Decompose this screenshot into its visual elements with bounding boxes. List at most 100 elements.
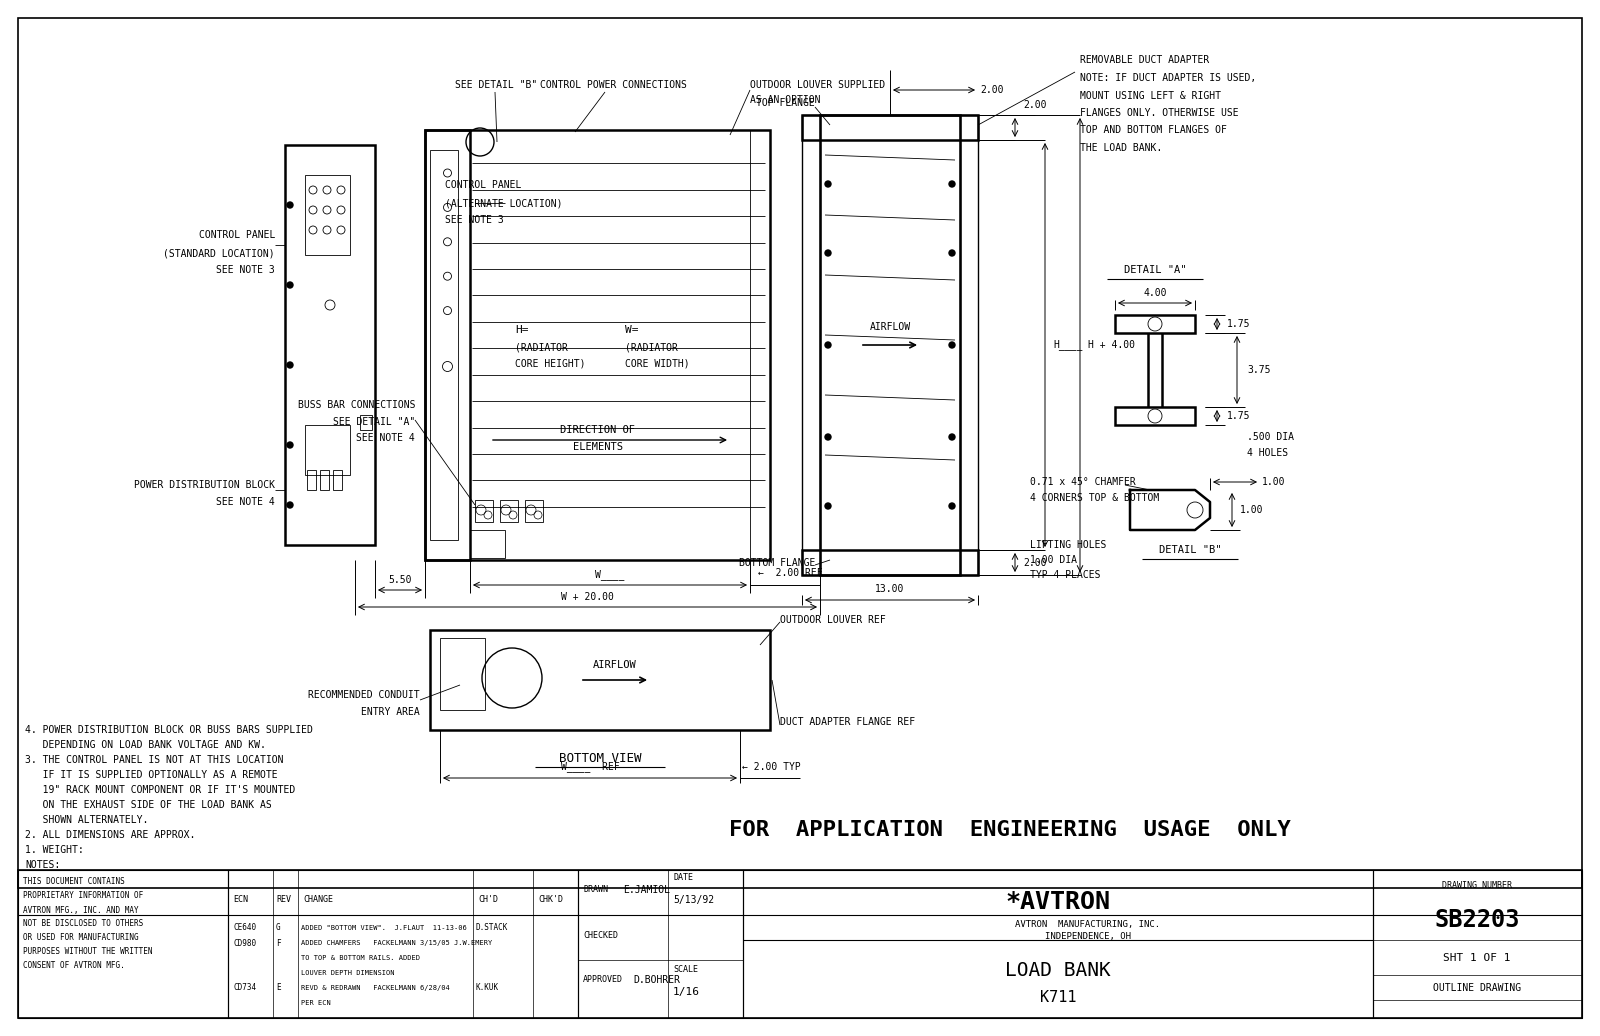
Text: DATE: DATE	[674, 873, 693, 883]
Text: AS AN OPTION: AS AN OPTION	[750, 95, 821, 105]
Text: W=: W=	[626, 325, 638, 335]
Text: PURPOSES WITHOUT THE WRITTEN: PURPOSES WITHOUT THE WRITTEN	[22, 948, 152, 956]
Bar	[333, 470, 342, 490]
Text: BOTTOM FLANGE: BOTTOM FLANGE	[739, 558, 814, 568]
Text: AIRFLOW: AIRFLOW	[869, 322, 910, 332]
Text: H=: H=	[515, 325, 528, 335]
Bar	[229, 870, 578, 1018]
Circle shape	[949, 250, 955, 256]
Text: LOAD BANK: LOAD BANK	[1005, 960, 1110, 979]
Text: AVTRON  MANUFACTURING, INC.: AVTRON MANUFACTURING, INC.	[1016, 921, 1160, 929]
Text: ← 2.00 TYP: ← 2.00 TYP	[742, 762, 800, 772]
Text: CONTROL PANEL: CONTROL PANEL	[198, 230, 275, 240]
Text: APPROVED: APPROVED	[582, 976, 622, 984]
Text: CD980: CD980	[234, 939, 256, 948]
Text: 2. ALL DIMENSIONS ARE APPROX.: 2. ALL DIMENSIONS ARE APPROX.	[26, 830, 195, 840]
Text: ADDED "BOTTOM VIEW".  J.FLAUT  11-13-06: ADDED "BOTTOM VIEW". J.FLAUT 11-13-06	[301, 925, 467, 931]
Text: OUTLINE DRAWING: OUTLINE DRAWING	[1434, 983, 1522, 992]
Text: SEE DETAIL "B": SEE DETAIL "B"	[454, 80, 538, 90]
Text: OR USED FOR MANUFACTURING: OR USED FOR MANUFACTURING	[22, 933, 139, 943]
Text: POWER DISTRIBUTION BLOCK: POWER DISTRIBUTION BLOCK	[134, 480, 275, 490]
Text: CE640: CE640	[234, 923, 256, 932]
Text: F: F	[277, 939, 280, 948]
Bar	[802, 550, 978, 575]
Text: OUTDOOR LOUVER SUPPLIED: OUTDOOR LOUVER SUPPLIED	[750, 80, 885, 90]
Text: H + 4.00: H + 4.00	[1088, 340, 1134, 350]
Circle shape	[826, 503, 830, 509]
Text: K711: K711	[1040, 990, 1077, 1006]
Bar	[578, 870, 742, 1018]
Circle shape	[286, 442, 293, 448]
Text: SEE NOTE 4: SEE NOTE 4	[216, 497, 275, 507]
Bar	[426, 130, 770, 560]
Circle shape	[949, 181, 955, 188]
Bar	[470, 530, 506, 558]
Bar	[18, 870, 229, 1018]
Text: FLANGES ONLY. OTHERWISE USE: FLANGES ONLY. OTHERWISE USE	[1080, 108, 1238, 118]
Text: LOUVER DEPTH DIMENSION: LOUVER DEPTH DIMENSION	[301, 970, 395, 976]
Bar	[750, 130, 770, 560]
Text: CH'D: CH'D	[478, 895, 498, 904]
Text: CONSENT OF AVTRON MFG.: CONSENT OF AVTRON MFG.	[22, 961, 125, 971]
Text: SCALE: SCALE	[674, 966, 698, 975]
Text: THE LOAD BANK.: THE LOAD BANK.	[1080, 143, 1162, 153]
Bar	[499, 500, 518, 522]
Text: FOR  APPLICATION  ENGINEERING  USAGE  ONLY: FOR APPLICATION ENGINEERING USAGE ONLY	[730, 821, 1291, 840]
Text: DUCT ADAPTER FLANGE REF: DUCT ADAPTER FLANGE REF	[781, 717, 915, 727]
Bar	[430, 150, 458, 540]
Text: ←  2.00 REF: ← 2.00 REF	[758, 568, 822, 578]
Text: CHANGE: CHANGE	[302, 895, 333, 904]
Circle shape	[286, 282, 293, 288]
Text: AIRFLOW: AIRFLOW	[594, 660, 637, 670]
Bar	[960, 115, 978, 575]
Text: 13.00: 13.00	[875, 584, 904, 594]
Text: W____: W____	[595, 570, 624, 580]
Bar	[742, 870, 1373, 1018]
Circle shape	[286, 502, 293, 508]
Text: ON THE EXHAUST SIDE OF THE LOAD BANK AS: ON THE EXHAUST SIDE OF THE LOAD BANK AS	[26, 800, 272, 810]
Text: 1.00: 1.00	[1262, 477, 1285, 487]
Bar	[802, 115, 978, 140]
Bar	[285, 145, 374, 545]
Text: CONTROL POWER CONNECTIONS: CONTROL POWER CONNECTIONS	[541, 80, 686, 90]
Text: DETAIL "A": DETAIL "A"	[1123, 265, 1186, 275]
Text: G: G	[277, 923, 280, 932]
Text: 2.00: 2.00	[1022, 557, 1046, 568]
Text: SB2203: SB2203	[1434, 908, 1520, 932]
Text: DETAIL "B": DETAIL "B"	[1158, 545, 1221, 555]
Bar	[475, 500, 493, 522]
Text: NOT BE DISCLOSED TO OTHERS: NOT BE DISCLOSED TO OTHERS	[22, 920, 144, 928]
Text: 5.50: 5.50	[389, 575, 411, 585]
Text: 2.00: 2.00	[979, 85, 1003, 95]
Bar	[1115, 407, 1195, 425]
Text: ECN: ECN	[234, 895, 248, 904]
Text: RECOMMENDED CONDUIT: RECOMMENDED CONDUIT	[309, 690, 419, 700]
Circle shape	[826, 250, 830, 256]
Text: AVTRON MFG., INC. AND MAY: AVTRON MFG., INC. AND MAY	[22, 905, 139, 915]
Text: 1.75: 1.75	[1227, 319, 1251, 329]
Text: DRAWN: DRAWN	[582, 886, 608, 894]
Bar	[426, 130, 470, 560]
Text: (RADIATOR: (RADIATOR	[626, 343, 678, 353]
Text: SHOWN ALTERNATELY.: SHOWN ALTERNATELY.	[26, 815, 149, 825]
Text: ADDED CHAMFERS   FACKELMANN 3/15/05 J.W.EMERY: ADDED CHAMFERS FACKELMANN 3/15/05 J.W.EM…	[301, 940, 493, 946]
Bar	[306, 175, 350, 255]
Text: 3.75: 3.75	[1246, 365, 1270, 375]
Text: 1.00 DIA: 1.00 DIA	[1030, 555, 1077, 565]
Text: 2.00: 2.00	[1022, 100, 1046, 110]
Text: CD734: CD734	[234, 983, 256, 992]
Bar	[306, 425, 350, 474]
Text: (ALTERNATE LOCATION): (ALTERNATE LOCATION)	[445, 198, 563, 208]
Circle shape	[826, 342, 830, 348]
Text: LIFTING HOLES: LIFTING HOLES	[1030, 540, 1106, 550]
Text: W____  REF: W____ REF	[560, 761, 619, 773]
Text: SEE DETAIL "A": SEE DETAIL "A"	[333, 418, 414, 427]
Text: IF IT IS SUPPLIED OPTIONALLY AS A REMOTE: IF IT IS SUPPLIED OPTIONALLY AS A REMOTE	[26, 770, 278, 780]
Text: REMOVABLE DUCT ADAPTER: REMOVABLE DUCT ADAPTER	[1080, 55, 1210, 65]
Bar	[1115, 315, 1195, 333]
Bar	[525, 500, 542, 522]
Text: PER ECN: PER ECN	[301, 1000, 331, 1006]
Text: 19" RACK MOUNT COMPONENT OR IF IT'S MOUNTED: 19" RACK MOUNT COMPONENT OR IF IT'S MOUN…	[26, 785, 296, 795]
Text: 1. WEIGHT:: 1. WEIGHT:	[26, 845, 83, 855]
Text: NOTES:: NOTES:	[26, 860, 61, 870]
